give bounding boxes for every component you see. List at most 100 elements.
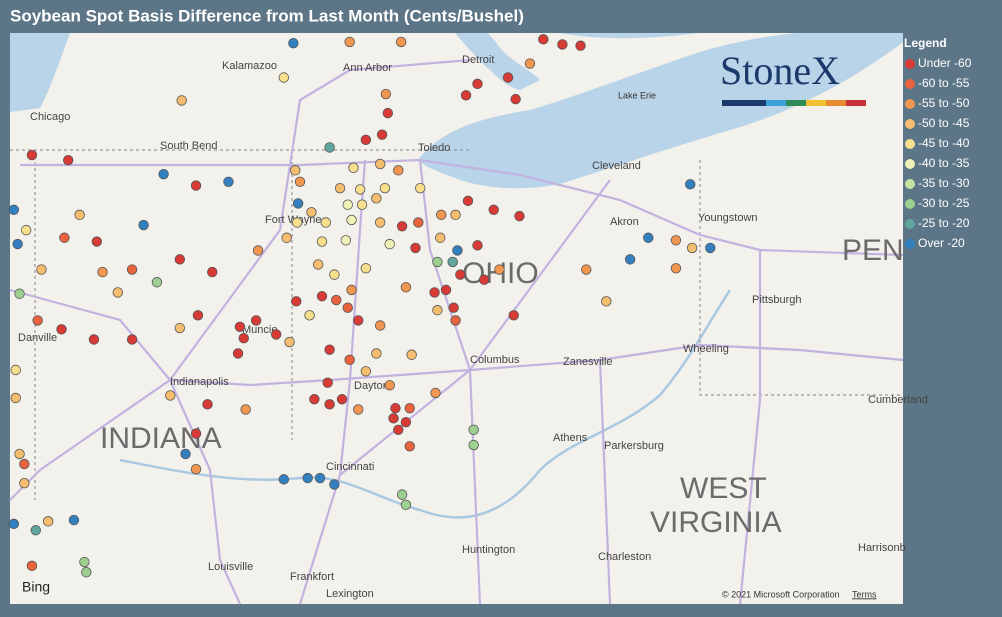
legend-label: -30 to -25 <box>918 196 970 210</box>
location-point <box>643 232 654 243</box>
location-point <box>624 254 636 265</box>
location-point <box>468 424 479 435</box>
location-point <box>223 176 234 187</box>
location-point <box>250 315 262 326</box>
legend-swatch <box>905 239 915 249</box>
location-point <box>353 404 364 415</box>
location-point <box>413 217 424 228</box>
legend-label: -45 to -40 <box>918 136 970 150</box>
location-point <box>278 474 290 485</box>
location-point <box>670 263 682 274</box>
legend-title: Legend <box>904 36 947 50</box>
location-point <box>304 310 315 321</box>
location-point <box>468 439 479 451</box>
location-point <box>329 269 340 280</box>
location-point <box>240 404 251 415</box>
location-point <box>331 294 342 306</box>
location-point <box>435 232 446 243</box>
location-point <box>306 207 317 218</box>
location-point <box>510 93 521 105</box>
location-point <box>238 333 249 344</box>
location-point <box>508 310 519 321</box>
location-point <box>462 195 474 207</box>
location-point <box>670 235 682 246</box>
location-point <box>346 284 357 296</box>
location-point <box>294 176 306 187</box>
map-label: WEST <box>680 472 767 505</box>
map-labels: Chicago Kalamazoo Ann Arbor Detroit Sout… <box>18 54 928 600</box>
location-point <box>8 204 20 215</box>
location-point <box>374 158 386 170</box>
legend-swatch <box>905 79 915 89</box>
location-point <box>26 149 38 161</box>
title: Soybean Spot Basis Difference from Last … <box>10 6 524 25</box>
location-point <box>360 134 372 146</box>
points <box>8 34 716 578</box>
map-label: Lexington <box>326 588 374 600</box>
location-point <box>344 36 355 48</box>
terms-link[interactable]: Terms <box>852 589 877 599</box>
location-point <box>88 334 100 345</box>
location-point <box>557 39 568 50</box>
location-point <box>270 329 282 340</box>
location-point <box>581 264 592 275</box>
map-label: Louisville <box>208 561 253 573</box>
location-point <box>190 180 202 191</box>
map-label: Detroit <box>462 54 494 66</box>
legend-swatch <box>905 119 915 129</box>
location-point <box>81 567 92 578</box>
location-point <box>10 364 21 376</box>
map-label: Youngstown <box>698 212 758 224</box>
location-point <box>316 291 328 302</box>
location-point <box>291 217 303 228</box>
location-point <box>393 165 404 176</box>
location-point <box>288 37 299 49</box>
location-point <box>353 315 364 326</box>
location-point <box>502 72 514 83</box>
location-point <box>432 256 443 268</box>
location-point <box>174 322 186 334</box>
map-label: Toledo <box>418 142 450 154</box>
location-point <box>126 334 138 345</box>
location-point <box>374 320 386 331</box>
location-point <box>30 525 41 536</box>
location-point <box>62 154 74 166</box>
map-label: Cumberland <box>868 394 928 406</box>
map-label: Wheeling <box>683 343 729 355</box>
location-point <box>112 287 124 298</box>
location-point <box>436 209 447 221</box>
map-label: Columbus <box>470 354 520 366</box>
location-point <box>472 78 483 90</box>
legend-swatch <box>905 159 915 169</box>
location-point <box>448 302 459 313</box>
location-point <box>324 344 335 355</box>
location-point <box>396 221 408 232</box>
map-label: Huntington <box>462 544 515 556</box>
location-point <box>348 162 359 174</box>
location-point <box>406 349 417 360</box>
legend-label: Under -60 <box>918 56 972 70</box>
location-point <box>472 240 483 251</box>
location-point <box>176 95 187 106</box>
location-point <box>344 354 355 366</box>
map-label: Frankfort <box>290 571 334 583</box>
location-point <box>538 34 549 45</box>
location-point <box>440 284 452 296</box>
location-point <box>42 516 54 527</box>
location-point <box>400 416 412 428</box>
location-point <box>324 142 335 153</box>
location-point <box>190 463 202 475</box>
location-point <box>371 193 382 204</box>
location-point <box>450 315 461 326</box>
location-point <box>292 198 304 209</box>
location-point <box>165 390 176 401</box>
location-point <box>97 266 108 278</box>
location-point <box>334 182 346 194</box>
location-point <box>379 182 391 194</box>
location-point <box>380 88 392 100</box>
location-point <box>252 245 264 256</box>
map-label: Ann Arbor <box>343 62 392 74</box>
legend-swatch <box>905 219 915 229</box>
location-point <box>404 441 415 452</box>
